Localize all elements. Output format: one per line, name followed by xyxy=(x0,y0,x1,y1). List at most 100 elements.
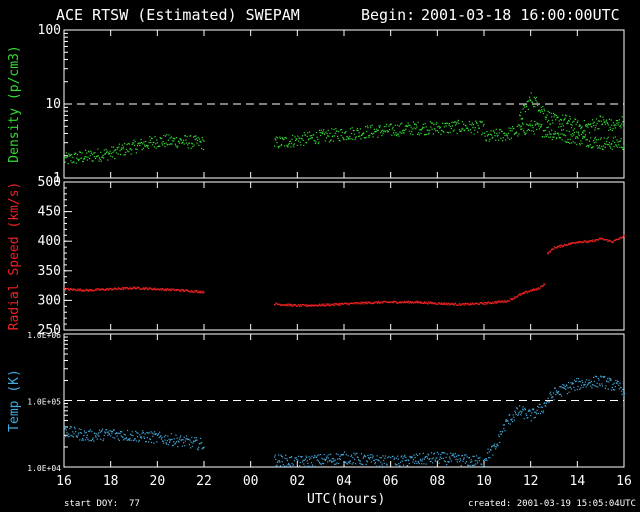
temp-data-point xyxy=(375,458,377,461)
density-data-point xyxy=(433,123,435,126)
temp-data-point xyxy=(131,431,133,433)
speed-data-point xyxy=(577,241,580,243)
temp-data-point xyxy=(334,459,336,461)
density-data-point xyxy=(604,146,606,148)
density-data-point xyxy=(425,134,427,136)
density-data-point xyxy=(561,123,563,125)
density-data-point xyxy=(97,148,99,150)
density-data-point xyxy=(140,138,142,141)
temp-data-point xyxy=(82,437,84,440)
temp-data-point xyxy=(148,432,150,434)
temp-data-point xyxy=(346,463,349,465)
density-data-point xyxy=(117,148,119,150)
temp-data-point xyxy=(611,389,613,391)
temp-data-point xyxy=(416,454,419,457)
density-data-point xyxy=(404,125,406,127)
density-data-point xyxy=(382,132,384,134)
temp-data-point xyxy=(379,457,381,459)
temp-data-point xyxy=(416,462,418,465)
density-data-point xyxy=(90,150,92,152)
x-tick-label: 00 xyxy=(243,474,259,489)
density-data-point xyxy=(330,139,332,141)
temp-data-point xyxy=(370,456,372,459)
density-data-point xyxy=(196,142,198,144)
density-data-point xyxy=(596,145,598,147)
temp-data-point xyxy=(81,439,83,441)
temp-data-point xyxy=(587,382,590,384)
density-data-point xyxy=(430,126,432,128)
density-data-point xyxy=(481,133,483,136)
density-data-point xyxy=(64,157,66,159)
speed-data-point xyxy=(551,248,553,251)
temp-data-point xyxy=(594,385,596,387)
density-data-point xyxy=(502,137,504,139)
temp-data-point xyxy=(424,456,426,459)
speed-data-point xyxy=(132,286,135,288)
temp-data-point xyxy=(306,456,308,459)
density-data-point xyxy=(486,131,488,133)
density-data-point xyxy=(589,140,591,142)
temp-data-point xyxy=(365,463,367,465)
density-data-point xyxy=(139,142,142,144)
speed-data-point xyxy=(326,304,328,306)
density-data-point xyxy=(78,159,80,162)
speed-ytick-label: 450 xyxy=(38,205,61,220)
density-data-point xyxy=(155,147,157,149)
density-data-point xyxy=(583,136,585,139)
temp-data-point xyxy=(592,384,594,386)
density-data-point xyxy=(398,135,400,137)
speed-data-point xyxy=(440,303,442,305)
density-data-point xyxy=(593,124,595,127)
temp-data-point xyxy=(99,429,101,431)
temp-data-point xyxy=(76,436,79,438)
density-data-point xyxy=(512,126,514,128)
temp-data-point xyxy=(303,459,305,461)
temp-data-point xyxy=(201,448,203,450)
speed-data-point xyxy=(330,304,332,307)
temp-data-point xyxy=(481,463,483,465)
temp-data-point xyxy=(455,458,457,461)
density-data-point xyxy=(351,127,353,129)
temp-data-point xyxy=(378,460,380,462)
density-data-point xyxy=(594,127,597,129)
speed-data-point xyxy=(550,249,552,251)
speed-data-point xyxy=(586,240,588,242)
density-data-point xyxy=(438,125,440,127)
speed-data-point xyxy=(523,291,525,293)
temp-data-point xyxy=(496,444,498,446)
speed-data-point xyxy=(428,302,430,304)
temp-data-point xyxy=(133,439,135,441)
speed-data-point xyxy=(191,290,193,292)
density-data-point xyxy=(148,147,150,149)
speed-data-point xyxy=(388,301,390,303)
temp-data-point xyxy=(533,417,535,419)
density-data-point xyxy=(405,125,408,127)
density-data-point xyxy=(436,130,438,132)
density-data-point xyxy=(409,124,411,126)
density-data-point xyxy=(596,139,598,141)
density-data-point xyxy=(153,141,155,143)
temp-data-point xyxy=(612,388,615,391)
temp-data-point xyxy=(317,460,319,462)
density-data-point xyxy=(423,127,425,129)
density-data-point xyxy=(600,116,602,118)
temp-data-point xyxy=(366,461,368,463)
speed-data-point xyxy=(162,289,164,291)
temp-data-point xyxy=(136,432,138,434)
speed-data-point xyxy=(471,304,473,306)
speed-series-segment xyxy=(507,283,546,302)
density-data-point xyxy=(519,114,521,117)
density-data-point xyxy=(424,123,426,125)
density-data-point xyxy=(449,123,451,125)
speed-data-point xyxy=(107,289,109,291)
density-data-point xyxy=(180,138,182,141)
density-data-point xyxy=(573,131,576,133)
density-data-point xyxy=(603,137,605,139)
speed-data-point xyxy=(166,288,168,290)
speed-data-point xyxy=(516,296,518,298)
speed-data-point xyxy=(359,303,361,305)
speed-data-point xyxy=(87,289,89,291)
temp-data-point xyxy=(493,445,495,447)
speed-data-point xyxy=(190,289,192,292)
temp-data-point xyxy=(421,463,423,465)
